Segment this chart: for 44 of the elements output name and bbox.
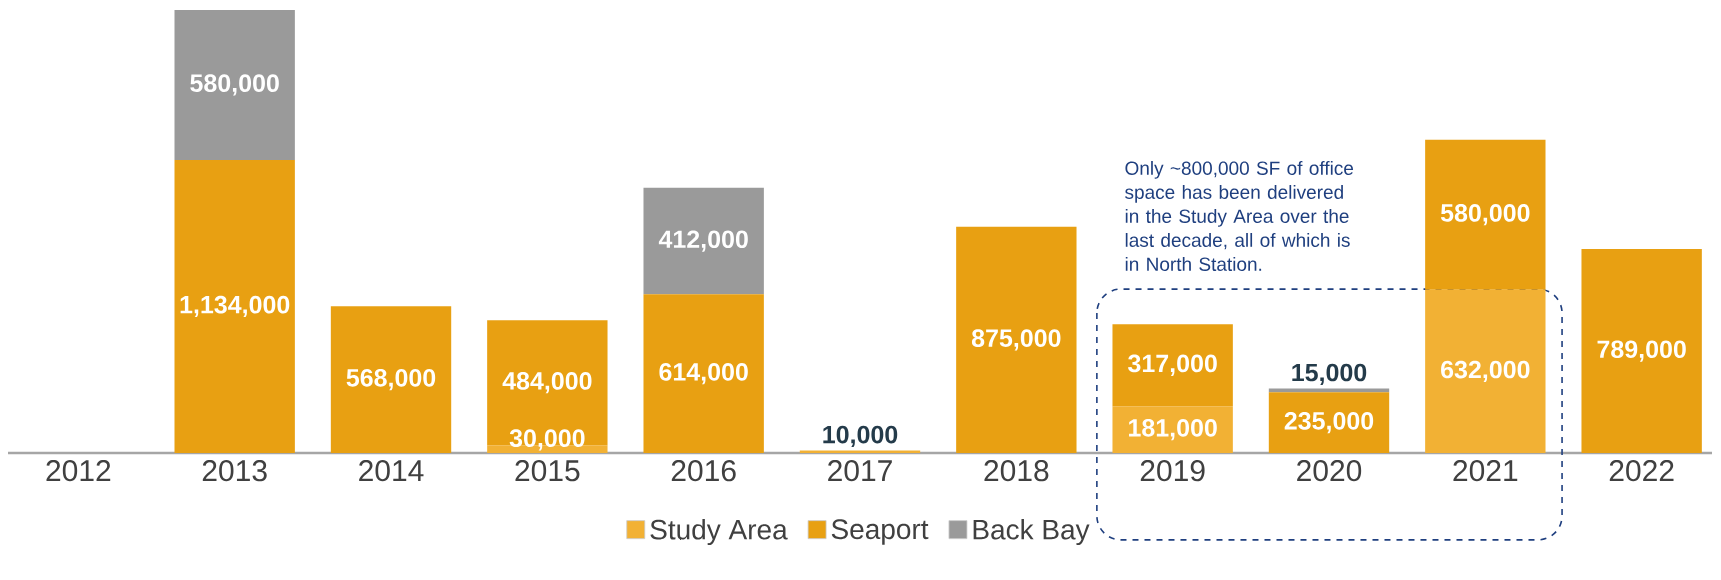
- bar: [174, 9, 295, 160]
- legend-label: Seaport: [831, 519, 929, 545]
- x-tick-label: 2019: [1140, 460, 1205, 482]
- x-tick-label: 2014: [359, 460, 424, 482]
- bar: [643, 294, 764, 453]
- data-label: 235,000: [1284, 411, 1374, 434]
- bar: [1112, 324, 1233, 407]
- bar: [174, 159, 295, 453]
- bar: [956, 226, 1077, 453]
- data-label: 614,000: [659, 363, 748, 385]
- data-label: 789,000: [1597, 340, 1686, 362]
- data-label: 484,000: [502, 372, 592, 394]
- x-tick-label: 2016: [671, 460, 736, 482]
- data-label: 1,134,000: [180, 295, 290, 318]
- bar: [1425, 139, 1546, 290]
- annotation: Only ~800,000 SF of office space has been delivered in the Study Area over the last decade, all of which is in North Station.: [1125, 161, 1354, 271]
- x-tick-label: 2012: [46, 460, 111, 482]
- data-label: 580,000: [1440, 204, 1530, 226]
- data-label: 181,000: [1129, 418, 1217, 441]
- legend-label: Back Bay: [973, 518, 1090, 546]
- bar: [1425, 289, 1546, 453]
- bar: [643, 187, 764, 295]
- bar: [799, 450, 921, 453]
- data-label: 317,000: [1128, 354, 1217, 376]
- x-tick-label: 2018: [984, 460, 1049, 482]
- legend-label: Study Area: [650, 518, 788, 546]
- x-tick-label: 2017: [828, 460, 892, 482]
- data-label: 10,000: [823, 425, 898, 447]
- bar: [1268, 392, 1390, 453]
- bar: [1581, 249, 1702, 453]
- bar: [330, 306, 452, 453]
- data-label: 15,000: [1292, 363, 1367, 385]
- data-label: 568,000: [346, 368, 436, 391]
- x-tick-label: 2013: [202, 460, 267, 482]
- data-label: 580,000: [190, 74, 279, 96]
- x-tick-label: 2021: [1453, 460, 1518, 482]
- bar: [1268, 388, 1390, 393]
- x-tick-label: 2015: [515, 460, 580, 482]
- data-label: 632,000: [1441, 360, 1530, 382]
- data-label: 412,000: [658, 230, 748, 252]
- x-tick-label: 2022: [1609, 460, 1674, 482]
- data-label: 875,000: [971, 329, 1061, 351]
- x-tick-label: 2020: [1297, 460, 1362, 482]
- data-label: 30,000: [509, 429, 585, 451]
